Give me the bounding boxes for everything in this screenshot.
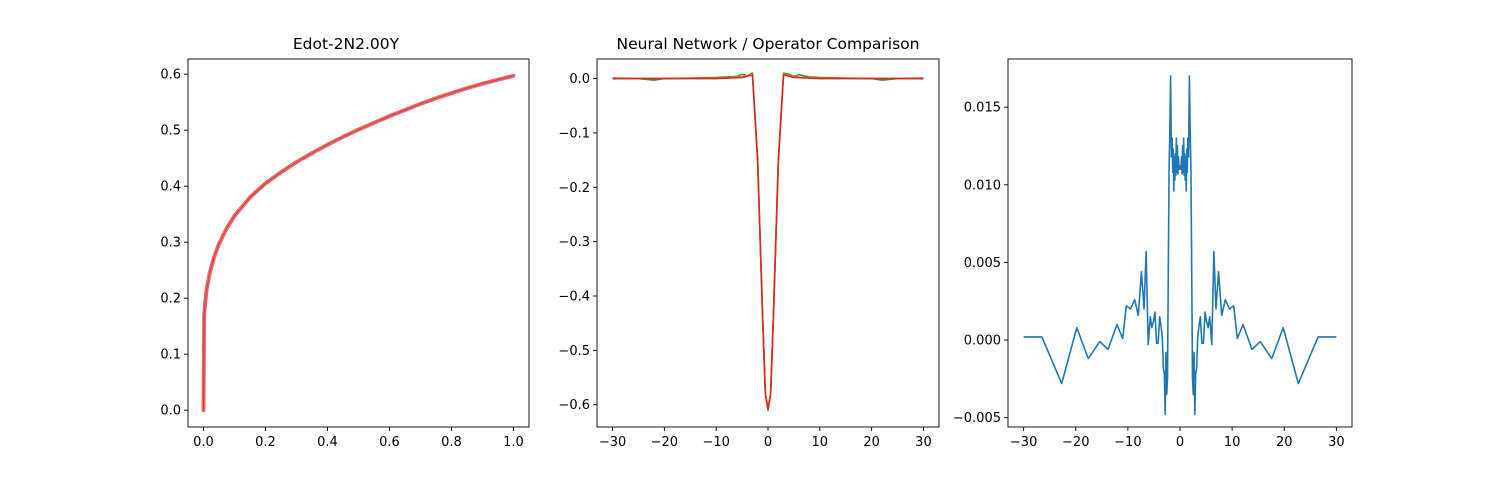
series-line-2 xyxy=(612,73,924,410)
x-tick-label: 0.4 xyxy=(317,435,338,450)
y-tick-label: −0.2 xyxy=(558,181,590,196)
series-line-1 xyxy=(612,73,924,410)
x-tick-label: −10 xyxy=(702,435,729,450)
y-tick-label: 0.010 xyxy=(964,178,1001,193)
plot-area: −30 −20 −10 0 10 20 30 −0.005 0.000 0.005 0.010 0.0… xyxy=(953,58,1353,450)
x-tick-label: 0 xyxy=(1176,435,1184,450)
y-tick-label: −0.4 xyxy=(558,289,590,304)
panel-title: Edot-2N2.00Y xyxy=(293,35,400,53)
series-line-band xyxy=(201,73,516,413)
y-tick-label: 0.015 xyxy=(964,101,1001,116)
axes-frame xyxy=(187,58,530,428)
x-tick-label: 0.0 xyxy=(193,435,214,450)
y-tick-label: 0.5 xyxy=(160,124,181,139)
plot-area: 0.0 0.2 0.4 0.6 0.8 1.0 0.0 0.1 0.2 0.3 0.4 0.5 0.6 xyxy=(160,58,530,450)
x-tick-label: −30 xyxy=(599,435,626,450)
x-tick-label: −20 xyxy=(1062,435,1089,450)
y-tick-label: −0.6 xyxy=(558,398,590,413)
x-tick-label: 0.6 xyxy=(379,435,400,450)
y-tick-label: 0.005 xyxy=(964,256,1001,271)
series-line xyxy=(203,75,514,411)
x-tick-label: 1.0 xyxy=(503,435,524,450)
panel-edot: Edot-2N2.00Y 0.0 0.2 0.4 0.6 0.8 1.0 0.0 0.1 0.2… xyxy=(160,35,530,450)
x-tick-label: −10 xyxy=(1114,435,1141,450)
x-tick-label: 0.2 xyxy=(255,435,276,450)
y-tick-label: 0.000 xyxy=(964,334,1001,349)
panel-difference: −30 −20 −10 0 10 20 30 −0.005 0.000 0.005 0.010 0.0… xyxy=(953,58,1353,450)
x-tick-label: −20 xyxy=(651,435,678,450)
y-tick-label: 0.6 xyxy=(160,68,181,83)
y-tick-label: −0.005 xyxy=(953,411,1001,426)
x-tick-label: 30 xyxy=(1328,435,1345,450)
y-tick-label: 0.0 xyxy=(569,72,590,87)
y-tick-label: 0.2 xyxy=(160,292,181,307)
axes-frame xyxy=(596,58,940,428)
x-tick-label: 30 xyxy=(915,435,932,450)
y-tick-label: −0.3 xyxy=(558,235,590,250)
y-tick-label: −0.5 xyxy=(558,344,590,359)
y-tick-label: 0.1 xyxy=(160,348,181,363)
y-tick-label: 0.3 xyxy=(160,236,181,251)
axes-frame xyxy=(1007,58,1353,428)
x-tick-label: 10 xyxy=(1224,435,1241,450)
x-tick-label: 0.8 xyxy=(441,435,462,450)
plot-area: −30 −20 −10 0 10 20 30 0.0 −0.1 −0.2 −0.3 −0.4 −0.5 −… xyxy=(558,58,940,450)
series-line-0 xyxy=(612,72,924,411)
panel-comparison: Neural Network / Operator Comparison −30… xyxy=(558,35,940,450)
x-tick-label: 10 xyxy=(812,435,829,450)
panel-title: Neural Network / Operator Comparison xyxy=(617,35,920,53)
x-tick-label: −30 xyxy=(1010,435,1037,450)
x-tick-label: 20 xyxy=(863,435,880,450)
x-tick-label: 20 xyxy=(1276,435,1293,450)
x-tick-label: 0 xyxy=(764,435,772,450)
y-tick-label: 0.0 xyxy=(160,404,181,419)
y-tick-label: 0.4 xyxy=(160,180,181,195)
y-tick-label: −0.1 xyxy=(558,126,590,141)
series-line-0 xyxy=(1023,75,1337,416)
